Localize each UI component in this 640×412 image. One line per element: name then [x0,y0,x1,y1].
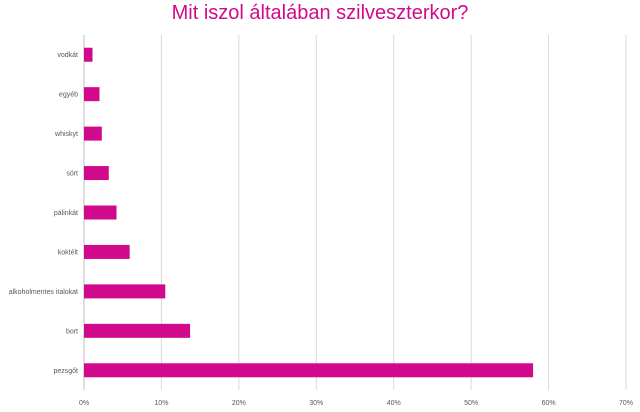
bar [84,244,130,259]
x-tick-label: 50% [464,400,478,407]
category-label: koktélt [58,249,78,256]
bar [84,205,117,220]
x-tick-label: 70% [619,400,633,407]
category-label: bort [66,328,78,335]
x-axis-tick-labels: 0% 10% 20% 30% 40% 50% 60% 70% [79,400,633,407]
bars [84,47,534,378]
bar [84,166,109,181]
category-label: whiskyt [54,131,78,138]
category-labels: vodkát egyéb whiskyt sört pálinkát koktélt alk… [9,52,78,375]
bar [84,284,166,299]
category-label: vodkát [57,52,78,59]
x-tick-label: 0% [79,400,89,407]
bar [84,47,93,62]
x-tick-label: 60% [542,400,556,407]
category-label: sört [66,171,78,178]
x-tick-label: 30% [309,400,323,407]
category-label: egyéb [59,92,78,99]
chart-title: Mit iszol általában szilveszterkor? [171,2,469,24]
bar [84,363,534,378]
bar [84,87,100,102]
bar [84,323,191,338]
x-tick-label: 20% [232,400,246,407]
x-tick-label: 10% [154,400,168,407]
category-label: pálinkát [54,210,78,217]
x-tick-label: 40% [387,400,401,407]
bar [84,126,102,141]
category-label: pezsgőt [53,368,78,375]
category-label: alkoholmentes italokat [9,289,78,296]
